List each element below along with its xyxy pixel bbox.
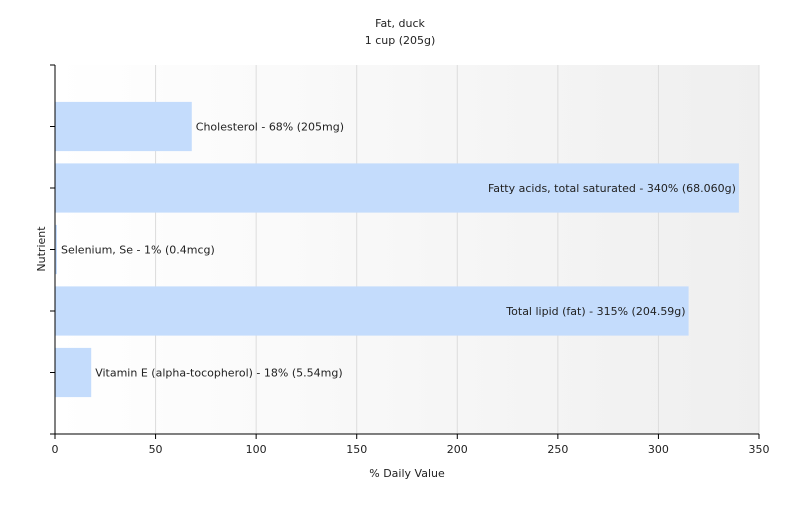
x-tick-label: 300: [648, 443, 669, 456]
bar-label: Cholesterol - 68% (205mg): [196, 121, 344, 134]
x-tick-label: 350: [749, 443, 770, 456]
bars: Cholesterol - 68% (205mg) Fatty acids, to…: [55, 101, 739, 398]
x-tick-label: 200: [447, 443, 468, 456]
ticks: 0 50 100 150 200 250 300 350: [50, 64, 770, 456]
y-axis-label: Nutrient: [35, 226, 48, 272]
chart-subtitle: 1 cup (205g): [365, 34, 436, 47]
x-tick-label: 50: [149, 443, 163, 456]
x-axis-label: % Daily Value: [369, 467, 445, 480]
chart-title: Fat, duck: [375, 17, 425, 30]
bar: [55, 101, 192, 152]
bar: [55, 286, 689, 336]
x-tick-label: 100: [246, 443, 267, 456]
bar: [55, 163, 739, 213]
bar: [55, 224, 58, 275]
x-tick-label: 250: [547, 443, 568, 456]
x-tick-label: 0: [52, 443, 59, 456]
bar-label: Selenium, Se - 1% (0.4mcg): [61, 244, 215, 257]
bar-label: Vitamin E (alpha-tocopherol) - 18% (5.54…: [95, 367, 342, 380]
bar-label: Total lipid (fat) - 315% (204.59g): [505, 305, 685, 318]
bar: [55, 347, 92, 398]
bar-label: Fatty acids, total saturated - 340% (68.…: [488, 182, 736, 195]
x-tick-label: 150: [346, 443, 367, 456]
